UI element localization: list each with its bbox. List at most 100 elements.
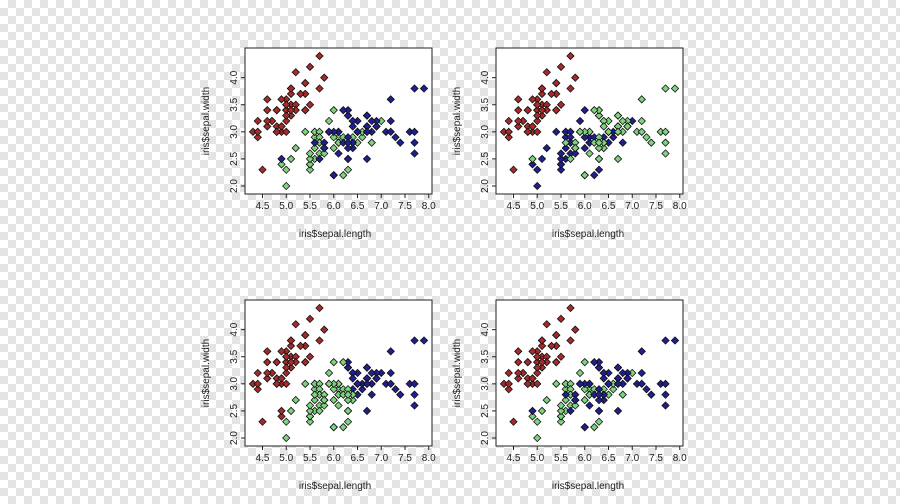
data-point-setosa	[514, 106, 523, 115]
data-point-virginica	[419, 336, 429, 345]
data-point-versicolor	[537, 406, 547, 416]
data-point-virginica	[367, 368, 376, 378]
data-point-versicolor	[561, 143, 570, 153]
data-point-setosa	[504, 385, 513, 394]
data-point-setosa	[320, 325, 329, 334]
data-point-virginica	[343, 154, 353, 164]
data-point-versicolor	[609, 385, 618, 394]
y-axis: 2.0 2.5 3.0 3.5 4.0	[480, 322, 496, 445]
data-point-virginica	[353, 127, 362, 136]
x-tick-label: 8.0	[673, 201, 687, 212]
x-tick-label: 6.0	[578, 201, 592, 212]
data-point-virginica	[343, 138, 353, 147]
data-point-virginica	[410, 127, 419, 136]
y-tick-label: 4.0	[229, 322, 240, 336]
data-point-setosa	[263, 116, 272, 126]
data-point-setosa	[533, 363, 542, 372]
data-point-virginica	[599, 122, 608, 131]
x-axis: 4.5 5.0 5.5 6.0 6.5 7.0 7.5 8.0	[507, 194, 687, 212]
data-point-setosa	[286, 84, 296, 93]
panel-bottom-right: 4.5 5.0 5.5 6.0 6.5 7.0 7.5 8.0 2.0 2.5 3.0 3.5 4.0…	[452, 299, 687, 492]
data-point-virginica	[343, 395, 353, 405]
data-point-setosa	[537, 84, 547, 93]
data-point-virginica	[594, 138, 604, 147]
data-point-setosa	[315, 84, 324, 93]
data-point-virginica	[661, 336, 670, 345]
y-axis: 2.0 2.5 3.0 3.5 4.0	[229, 322, 245, 445]
data-point-setosa	[253, 133, 262, 142]
data-point-setosa	[533, 379, 542, 388]
data-point-setosa	[537, 106, 547, 115]
data-point-versicolor	[542, 143, 551, 153]
data-point-versicolor	[580, 133, 589, 142]
data-point-virginica	[594, 154, 604, 164]
data-point-virginica	[604, 379, 613, 388]
data-point-versicolor	[618, 390, 627, 399]
data-point-versicolor	[580, 385, 589, 394]
data-point-virginica	[613, 379, 623, 388]
y-tick-label: 2.5	[229, 404, 240, 418]
data-point-setosa	[566, 51, 575, 61]
data-point-virginica	[310, 138, 319, 147]
y-axis-label: iris$sepal.width	[201, 87, 212, 155]
plot-background	[245, 48, 432, 194]
data-point-setosa	[305, 100, 315, 109]
x-tick-label: 5.5	[554, 201, 568, 212]
data-point-virginica	[637, 379, 646, 388]
data-point-versicolor	[609, 133, 618, 142]
data-point-setosa	[528, 95, 537, 104]
data-point-virginica	[637, 347, 646, 356]
data-point-setosa	[305, 314, 315, 323]
data-point-setosa	[263, 374, 272, 383]
data-point-versicolor	[542, 395, 551, 405]
data-point-versicolor	[556, 160, 566, 169]
data-point-setosa	[528, 374, 537, 383]
data-point-setosa	[282, 363, 291, 372]
data-point-setosa	[571, 73, 580, 82]
data-point-virginica	[661, 149, 670, 158]
data-point-virginica	[575, 127, 585, 136]
data-point-setosa	[253, 385, 262, 394]
data-point-virginica	[391, 385, 400, 394]
x-tick-label: 5.5	[303, 201, 317, 212]
data-point-virginica	[343, 406, 353, 416]
y-tick-label: 3.0	[480, 124, 491, 138]
data-point-setosa	[277, 374, 286, 383]
data-point-setosa	[253, 379, 262, 388]
x-tick-label: 4.5	[256, 453, 270, 464]
data-point-setosa	[315, 336, 324, 345]
x-tick-label: 7.0	[374, 453, 388, 464]
data-point-setosa	[253, 127, 262, 136]
data-point-virginica	[362, 406, 372, 416]
data-point-setosa	[504, 368, 513, 378]
x-tick-label: 4.5	[507, 201, 521, 212]
data-point-virginica	[566, 406, 575, 416]
x-tick-label: 6.5	[602, 201, 616, 212]
x-axis-label: iris$sepal.length	[552, 481, 624, 492]
y-tick-label: 3.0	[480, 376, 491, 390]
data-point-virginica	[343, 143, 353, 153]
data-point-setosa	[528, 122, 537, 131]
points-group	[248, 51, 429, 191]
y-tick-label: 3.0	[229, 124, 240, 138]
y-tick-label: 4.0	[229, 70, 240, 84]
data-point-virginica	[339, 106, 348, 115]
data-point-versicolor	[552, 379, 561, 388]
data-point-setosa	[277, 347, 286, 356]
data-point-setosa	[282, 352, 291, 361]
data-point-versicolor	[282, 165, 291, 174]
data-point-versicolor	[310, 143, 319, 153]
data-point-setosa	[514, 347, 523, 356]
plot-frame	[495, 47, 684, 195]
data-point-virginica	[623, 374, 632, 383]
x-tick-label: 5.0	[530, 453, 544, 464]
data-point-setosa	[272, 379, 281, 388]
data-point-versicolor	[305, 149, 315, 158]
data-point-versicolor	[310, 395, 319, 405]
data-point-versicolor	[339, 171, 348, 180]
data-point-setosa	[305, 62, 315, 71]
data-point-virginica	[362, 111, 372, 120]
data-point-versicolor	[329, 106, 338, 115]
data-point-versicolor	[533, 165, 542, 174]
data-point-virginica	[623, 122, 632, 131]
